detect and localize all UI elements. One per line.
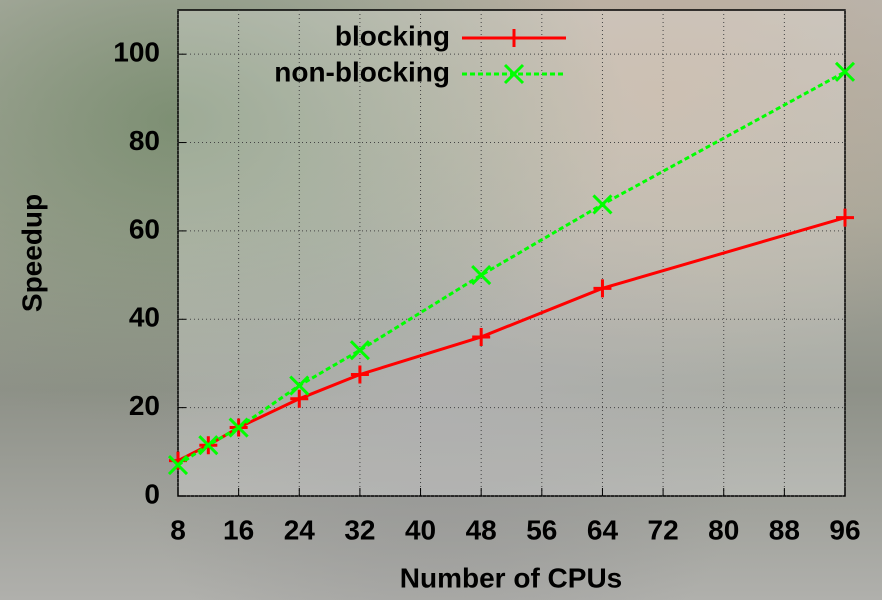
x-tick-label: 8 (170, 514, 186, 545)
chart: Number of CPUs Speedup 0 20 40 60 80 100 8 16 24… (0, 0, 882, 600)
x-tick-label: 96 (829, 514, 860, 545)
x-tick-label: 40 (405, 514, 436, 545)
x-tick-label: 24 (284, 514, 316, 545)
y-tick-label: 100 (113, 37, 160, 68)
y-tick-label: 80 (129, 125, 160, 156)
legend-label: blocking (335, 20, 450, 51)
x-tick-label: 32 (344, 514, 375, 545)
x-tick-label: 80 (708, 514, 739, 545)
x-axis-title: Number of CPUs (400, 562, 622, 593)
y-tick-label: 20 (129, 390, 160, 421)
y-tick-label: 40 (129, 302, 160, 333)
x-tick-label: 64 (587, 514, 619, 545)
x-tick-label: 88 (769, 514, 800, 545)
x-tick-label: 56 (526, 514, 557, 545)
y-axis-title: Speedup (16, 194, 47, 312)
y-tick-label: 0 (144, 478, 160, 509)
page: Number of CPUs Speedup 0 20 40 60 80 100 8 16 24… (0, 0, 882, 600)
legend-label: non-blocking (274, 56, 450, 87)
x-tick-label: 16 (223, 514, 254, 545)
x-tick-label: 48 (466, 514, 497, 545)
x-tick-label: 72 (648, 514, 679, 545)
y-tick-label: 60 (129, 213, 160, 244)
